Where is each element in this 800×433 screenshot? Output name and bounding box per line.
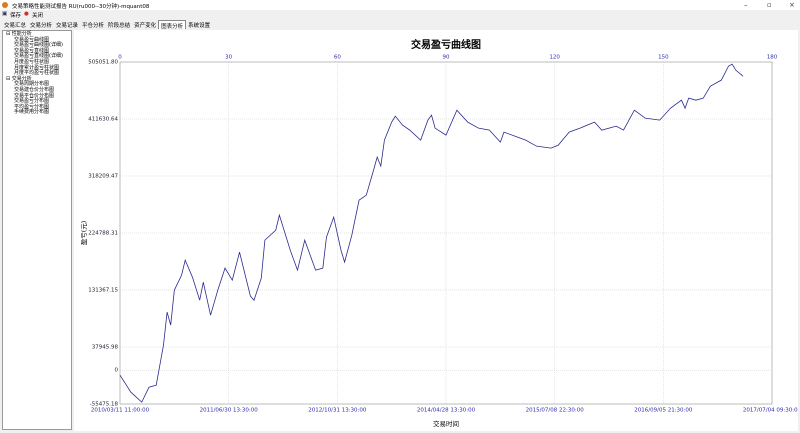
tree-item[interactable]: 交易盈亏分布图 [14,98,50,105]
x-tick-label: 150 [658,55,669,61]
tab[interactable]: 交易汇总 [4,23,27,29]
x-date-label: 2015/07/08 22:30:00 [526,408,585,414]
chart-title: 交易盈亏曲线图 [411,38,481,51]
tree-item[interactable]: 交易盈亏曲线图 [14,36,50,43]
app-icon [2,2,8,8]
x-date-label: 2010/03/11 11:00:00 [91,408,150,414]
x-date-label: 2012/10/31 13:30:00 [308,408,367,414]
y-tick-label: 0 [115,368,119,374]
close-icon: ● [24,11,29,17]
x-date-label: 2017/07/04 09:30:00 [743,408,798,414]
chart: 交易盈亏曲线图 505051.80 411630.64 318209.47 224788… [74,30,798,431]
y-tick-label: 505051.80 [88,60,118,66]
tree-item[interactable]: 平均盈亏分布图 [14,103,50,110]
x-tick-label: 60 [334,55,341,61]
y-tick-label: 224788.31 [88,231,118,237]
y-tick-label: 411630.64 [88,117,118,123]
tab[interactable]: 交易记录 [56,23,79,29]
y-tick-label: 318209.47 [88,174,118,180]
x-tick-label: 180 [767,55,778,61]
minimize-button[interactable]: – [744,1,748,9]
tree-item[interactable]: 月度平均盈亏柱状图 [14,70,60,77]
x-date-label: 2014/04/28 13:30:00 [417,408,476,414]
tab[interactable]: 平仓分析 [82,23,105,29]
close-tool-button[interactable]: 关闭 [32,13,44,19]
data-line [119,63,744,403]
tree-item[interactable]: 交易周期分布图 [14,81,50,88]
tree-item[interactable]: 交易建仓价分布图 [14,86,55,93]
x-date-label: 2011/06/30 13:30:00 [200,408,259,414]
tree-group[interactable]: ⊟ 性能分析 [6,31,32,37]
tree-item[interactable]: 手续费用分布图 [14,109,50,116]
tree-group[interactable]: ⊟ 交易分析 [6,75,32,82]
tab-bar: 交易汇总 交易分析 交易记录 平仓分析 阶段总结 资产变化 图表分析 系统设置 [2,20,212,30]
save-button[interactable]: 保存 [10,13,22,19]
title-bar: 交易策略性能测试报告 RU(ru000--30分钟)-mquant08 – ▫ … [0,0,800,10]
toolbar: ▣ 保存 ● 关闭 [0,10,800,20]
y-tick-label: 131367.15 [88,288,118,294]
tab[interactable]: 图表分析 [158,20,187,30]
tree-panel: ⊟ 性能分析 交易盈亏曲线图 交易盈亏曲线图(详细) 交易盈亏直线图 交易盈亏直线图(详… [2,30,72,430]
x-tick-label: 120 [549,55,560,61]
x-tick-label: 30 [225,55,232,61]
tree-item[interactable]: 交易平仓价分布图 [14,92,55,99]
tab[interactable]: 系统设置 [188,23,211,29]
tree-item[interactable]: 月度累计盈亏柱状图 [14,64,60,71]
tree-item[interactable]: 交易盈亏直线图 [14,47,50,54]
x-tick-label: 0 [118,55,122,61]
close-button[interactable]: × [789,1,795,9]
window-title: 交易策略性能测试报告 RU(ru000--30分钟)-mquant08 [12,4,150,10]
x-axis-label: 交易时间 [433,419,459,428]
y-tick-label: -55475.18 [90,402,119,408]
y-axis-label: 盈亏(元) [80,221,88,246]
tree-item[interactable]: 月度盈亏柱状图 [14,58,50,65]
maximize-button[interactable]: ▫ [767,1,772,9]
tree-item[interactable]: 交易盈亏曲线图(详细) [14,42,63,49]
y-tick-label: 37945.98 [92,345,119,351]
x-tick-label: 90 [443,55,450,61]
x-date-label: 2016/09/05 21:30:00 [634,408,693,414]
tab[interactable]: 阶段总结 [108,23,131,29]
tab[interactable]: 交易分析 [30,23,53,29]
tree-item[interactable]: 交易盈亏直线图(详细) [14,53,63,60]
save-icon: ▣ [2,11,8,17]
tab[interactable]: 资产变化 [134,23,157,29]
